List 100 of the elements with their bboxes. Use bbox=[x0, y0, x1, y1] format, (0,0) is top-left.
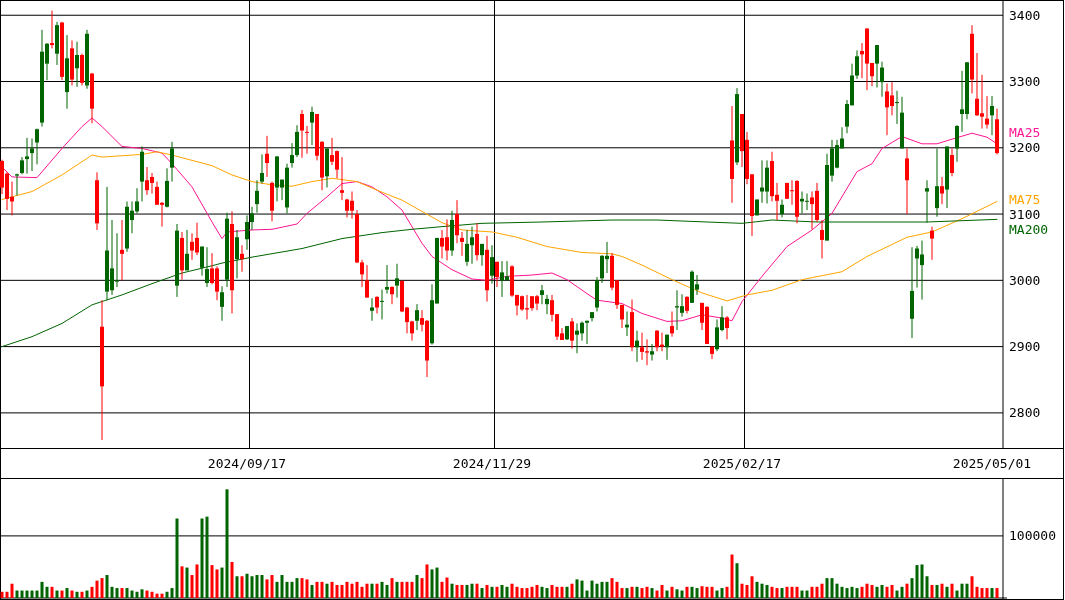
bar bbox=[630, 586, 634, 598]
bar bbox=[580, 580, 584, 598]
candlestick bbox=[120, 219, 124, 281]
bar bbox=[850, 586, 854, 598]
bar bbox=[195, 564, 199, 598]
candlestick bbox=[670, 310, 674, 338]
y-tick-label: 3400 bbox=[1009, 7, 1041, 23]
candlestick bbox=[895, 90, 899, 125]
candlestick bbox=[380, 289, 384, 320]
bar bbox=[100, 578, 104, 598]
bar bbox=[270, 575, 274, 598]
bar bbox=[470, 583, 474, 598]
bar bbox=[710, 586, 714, 598]
bar bbox=[185, 567, 189, 598]
bar bbox=[715, 590, 719, 598]
bar bbox=[15, 590, 19, 598]
candlestick bbox=[365, 264, 369, 299]
bar bbox=[120, 588, 124, 598]
candlestick bbox=[805, 193, 809, 211]
bar bbox=[895, 590, 899, 598]
bar bbox=[125, 588, 129, 598]
y-tick-label: 3000 bbox=[1009, 272, 1041, 288]
candlestick bbox=[935, 147, 939, 218]
bar bbox=[530, 586, 534, 598]
bar bbox=[395, 581, 399, 598]
bar bbox=[540, 586, 544, 598]
bar bbox=[160, 593, 164, 598]
y-tick-label: 3100 bbox=[1009, 206, 1041, 222]
bar bbox=[450, 583, 454, 598]
bar bbox=[800, 590, 804, 598]
bar bbox=[310, 584, 314, 598]
bar bbox=[740, 583, 744, 598]
bar bbox=[840, 586, 844, 598]
bar bbox=[85, 590, 89, 598]
candlestick bbox=[25, 137, 29, 175]
bar bbox=[920, 564, 924, 598]
bar bbox=[150, 591, 154, 598]
bar bbox=[550, 584, 554, 598]
candlestick bbox=[385, 264, 389, 295]
bar bbox=[40, 581, 44, 598]
candlestick bbox=[665, 334, 669, 361]
bar bbox=[365, 583, 369, 598]
bar bbox=[660, 584, 664, 598]
bar bbox=[250, 576, 254, 598]
bar bbox=[440, 581, 444, 598]
bar bbox=[575, 579, 579, 598]
candlestick bbox=[360, 259, 364, 288]
bar bbox=[635, 586, 639, 598]
candlestick bbox=[255, 179, 259, 214]
bar bbox=[255, 575, 259, 598]
bar bbox=[235, 576, 239, 598]
bar bbox=[825, 578, 829, 598]
candlestick bbox=[260, 153, 264, 185]
bar bbox=[95, 580, 99, 598]
candlestick bbox=[855, 49, 859, 80]
candlestick bbox=[370, 297, 374, 322]
bar bbox=[560, 586, 564, 598]
bar bbox=[90, 586, 94, 598]
y-tick-label: 3300 bbox=[1009, 74, 1041, 90]
candlestick bbox=[725, 315, 729, 340]
bar bbox=[980, 588, 984, 598]
candlestick bbox=[235, 229, 239, 279]
bar bbox=[465, 584, 469, 598]
bar bbox=[410, 581, 414, 598]
bar bbox=[905, 583, 909, 598]
bar bbox=[640, 588, 644, 598]
bar bbox=[815, 586, 819, 598]
bar bbox=[190, 575, 194, 598]
bar bbox=[295, 578, 299, 598]
bar bbox=[515, 586, 519, 598]
bar bbox=[595, 583, 599, 598]
bar bbox=[535, 584, 539, 598]
bar bbox=[810, 586, 814, 598]
bar bbox=[325, 583, 329, 598]
bar bbox=[50, 586, 54, 598]
bar bbox=[730, 554, 734, 598]
series-label: MA25 bbox=[1009, 125, 1041, 141]
candlestick bbox=[540, 284, 544, 305]
bar bbox=[360, 586, 364, 598]
candlestick bbox=[820, 219, 824, 259]
candlestick bbox=[245, 214, 249, 251]
x-tick-label: 2024/11/29 bbox=[452, 456, 532, 471]
bar bbox=[855, 588, 859, 598]
bar bbox=[790, 586, 794, 598]
bar bbox=[885, 586, 889, 598]
bar bbox=[565, 586, 569, 598]
candlestick bbox=[570, 317, 574, 350]
y-tick-label: 3200 bbox=[1009, 140, 1041, 156]
candlestick bbox=[35, 128, 39, 165]
bar bbox=[650, 588, 654, 598]
candlestick bbox=[415, 303, 419, 331]
bar bbox=[870, 584, 874, 598]
bar bbox=[950, 583, 954, 598]
bar bbox=[700, 586, 704, 598]
candlestick bbox=[990, 95, 994, 136]
bar bbox=[200, 518, 204, 598]
bar bbox=[890, 584, 894, 598]
bar bbox=[130, 590, 134, 598]
bar bbox=[695, 588, 699, 598]
bar bbox=[110, 586, 114, 598]
